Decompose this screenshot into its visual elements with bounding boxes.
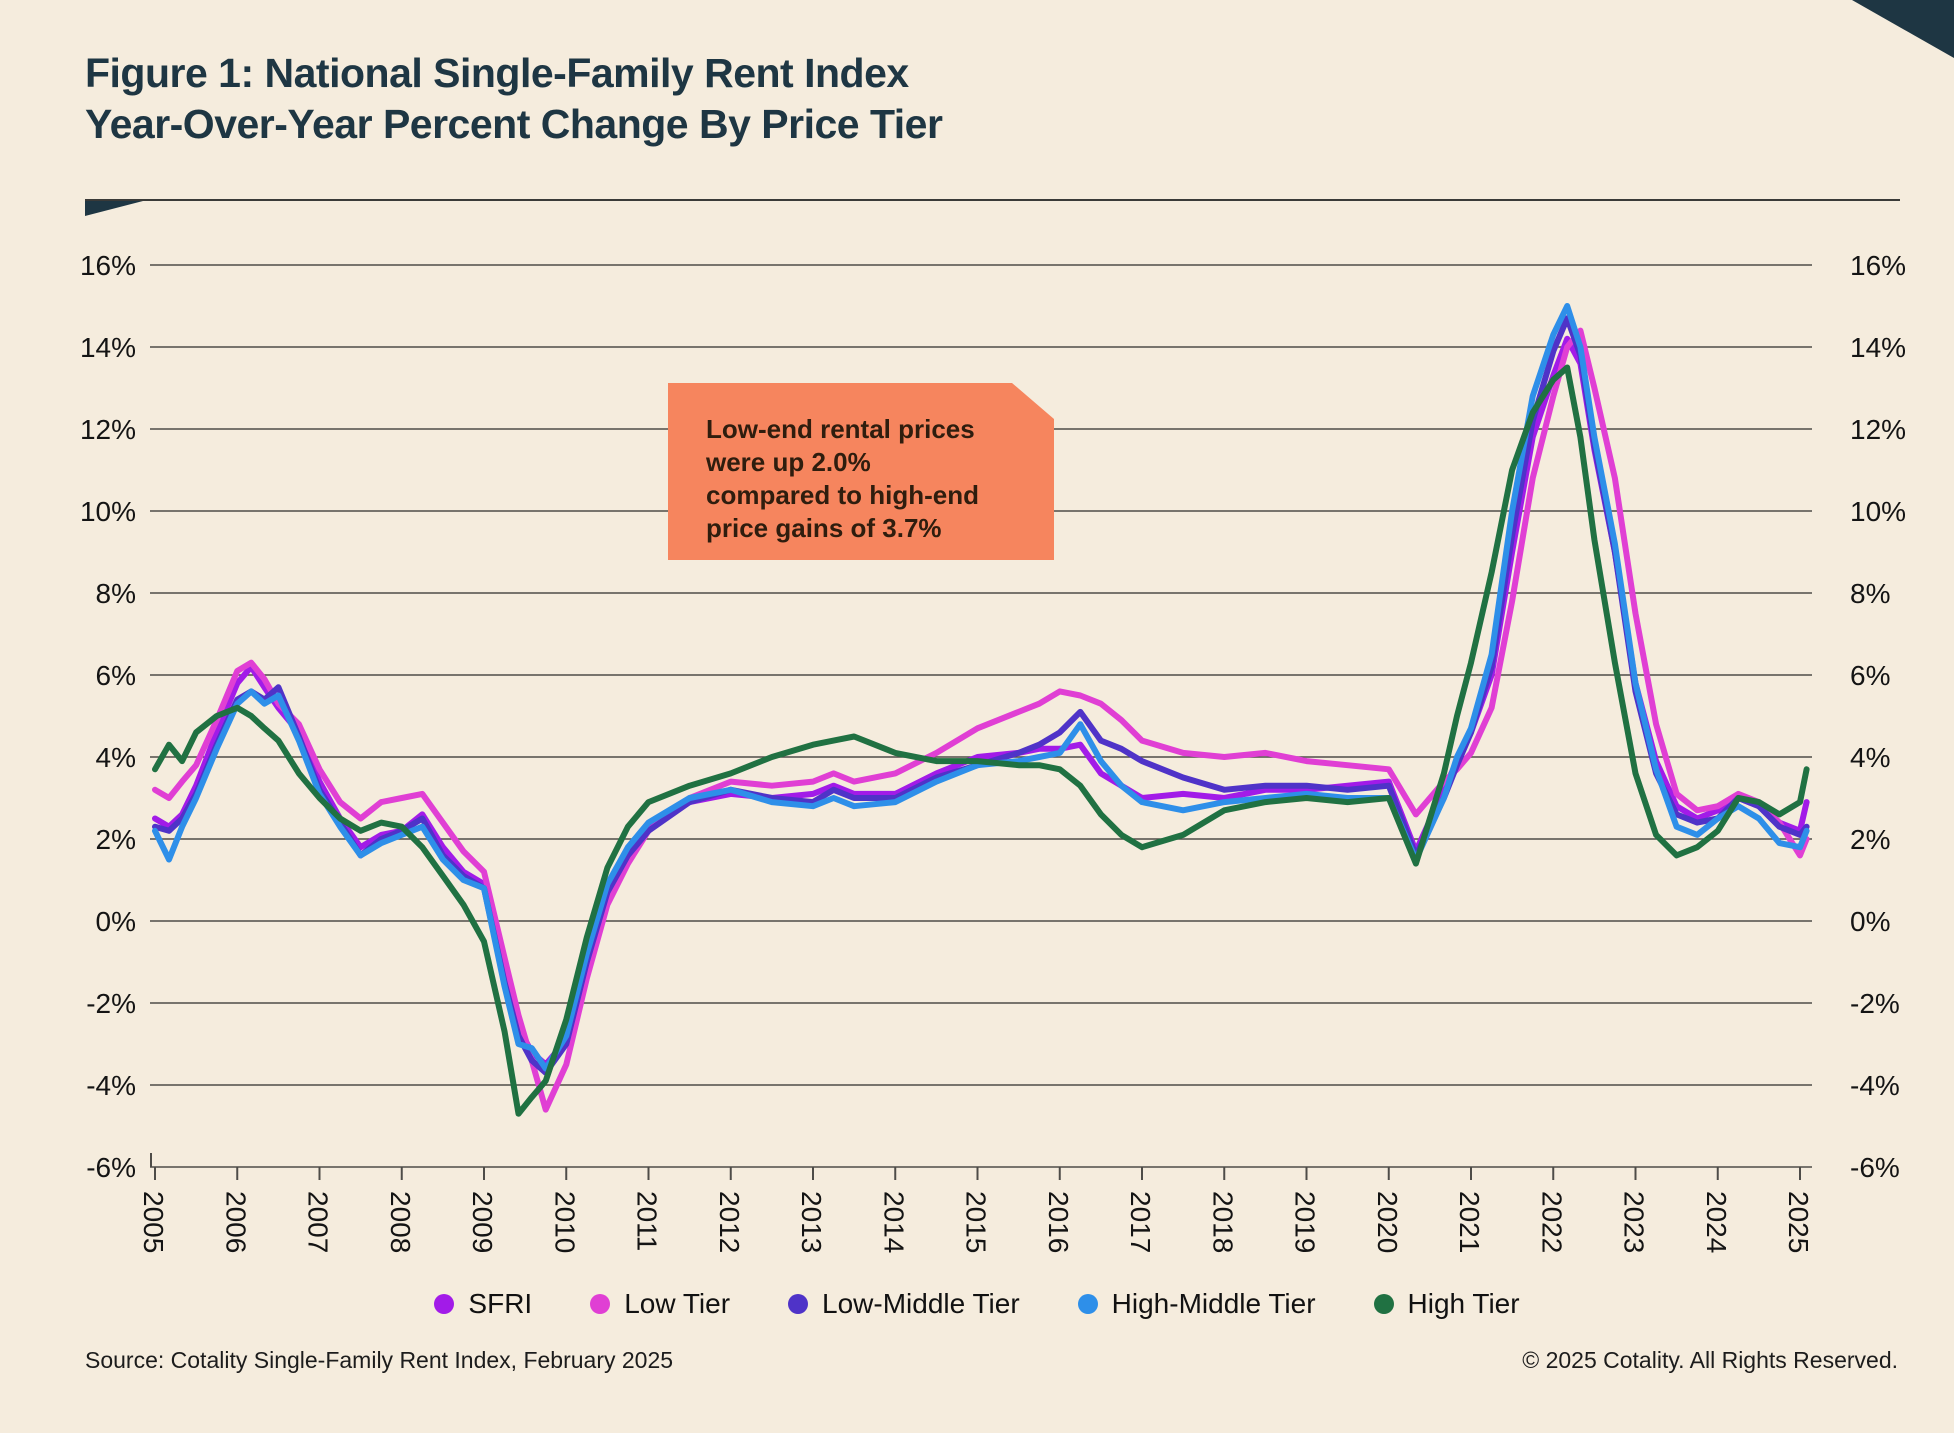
y-axis-label-right: 6% xyxy=(1850,660,1890,691)
y-axis-label-right: -6% xyxy=(1850,1152,1900,1183)
y-axis-label-right: -2% xyxy=(1850,988,1900,1019)
y-axis-label-right: 10% xyxy=(1850,496,1906,527)
series-line-high-middle-tier xyxy=(152,303,1810,1072)
legend-label: High Tier xyxy=(1407,1288,1520,1319)
x-axis-year-label: 2021 xyxy=(1454,1191,1485,1253)
legend-swatch-icon xyxy=(434,1294,455,1314)
y-axis-label-left: 0% xyxy=(96,906,136,937)
y-axis-label-right: 0% xyxy=(1850,906,1890,937)
x-axis-year-label: 2014 xyxy=(878,1191,909,1253)
callout-line: compared to high-end xyxy=(706,480,979,510)
callout-line: price gains of 3.7% xyxy=(706,513,942,543)
x-axis-year-label: 2005 xyxy=(138,1191,169,1253)
x-axis-year-label: 2022 xyxy=(1536,1191,1567,1253)
x-axis-year-label: 2007 xyxy=(303,1191,334,1253)
x-axis-year-label: 2015 xyxy=(961,1191,992,1253)
y-axis-label-right: 8% xyxy=(1850,578,1890,609)
legend-item-high-tier: High Tier xyxy=(1373,1288,1520,1320)
y-axis-label-left: 10% xyxy=(80,496,136,527)
figure-title-line1: Figure 1: National Single-Family Rent In… xyxy=(85,50,909,96)
x-axis-year-label: 2020 xyxy=(1372,1191,1403,1253)
y-axis-label-right: 14% xyxy=(1850,332,1906,363)
y-axis-label-left: 16% xyxy=(80,250,136,281)
x-axis-year-label: 2024 xyxy=(1701,1191,1732,1253)
x-axis-year-label: 2025 xyxy=(1783,1191,1814,1253)
y-axis-label-right: 2% xyxy=(1850,824,1890,855)
series-line-high-tier xyxy=(152,364,1810,1117)
y-axis-label-right: -4% xyxy=(1850,1070,1900,1101)
y-axis-label-right: 12% xyxy=(1850,414,1906,445)
annotation-callout: Low-end rental prices were up 2.0% compa… xyxy=(668,383,1054,560)
y-axis-label-left: -6% xyxy=(86,1152,136,1183)
x-axis-year-label: 2006 xyxy=(220,1191,251,1253)
y-axis-label-right: 16% xyxy=(1850,250,1906,281)
callout-line: were up 2.0% xyxy=(706,447,871,477)
legend-label: Low Tier xyxy=(624,1288,731,1319)
legend-item-low-middle-tier: Low-Middle Tier xyxy=(788,1288,1020,1320)
x-axis-year-label: 2023 xyxy=(1619,1191,1650,1253)
legend-label: Low-Middle Tier xyxy=(822,1288,1020,1319)
y-axis-label-left: 8% xyxy=(96,578,136,609)
callout-line: Low-end rental prices xyxy=(706,414,975,444)
x-axis-year-label: 2017 xyxy=(1125,1191,1156,1253)
legend-swatch-icon xyxy=(1077,1294,1098,1314)
figure-title: Figure 1: National Single-Family Rent In… xyxy=(85,48,943,150)
y-axis-label-left: 4% xyxy=(96,742,136,773)
legend-swatch-icon xyxy=(1373,1294,1394,1314)
source-note: Source: Cotality Single-Family Rent Inde… xyxy=(85,1347,674,1373)
title-divider-rule xyxy=(85,199,1900,201)
legend-label: High-Middle Tier xyxy=(1111,1288,1316,1319)
legend-item-sfri: SFRI xyxy=(434,1288,532,1320)
legend-label: SFRI xyxy=(468,1288,533,1319)
y-axis-label-left: -2% xyxy=(86,988,136,1019)
legend-swatch-icon xyxy=(788,1294,809,1314)
x-axis-year-label: 2008 xyxy=(385,1191,416,1253)
figure-title-line2: Year-Over-Year Percent Change By Price T… xyxy=(85,101,943,147)
legend-item-high-middle-tier: High-Middle Tier xyxy=(1077,1288,1316,1320)
x-axis-year-label: 2011 xyxy=(632,1191,663,1251)
copyright-note: © 2025 Cotality. All Rights Reserved. xyxy=(1522,1347,1898,1373)
x-axis-year-label: 2016 xyxy=(1043,1191,1074,1253)
x-axis-year-label: 2012 xyxy=(714,1191,745,1253)
x-axis-year-label: 2019 xyxy=(1290,1191,1321,1253)
x-axis-year-label: 2013 xyxy=(796,1191,827,1253)
x-axis-year-label: 2009 xyxy=(467,1191,498,1253)
x-axis-year-label: 2018 xyxy=(1207,1191,1238,1253)
y-axis-label-left: 14% xyxy=(80,332,136,363)
series-line-low-tier xyxy=(152,327,1810,1113)
y-axis-label-left: 12% xyxy=(80,414,136,445)
x-axis-year-label: 2010 xyxy=(549,1191,580,1253)
y-axis-label-right: 4% xyxy=(1850,742,1890,773)
legend-item-low-tier: Low Tier xyxy=(590,1288,730,1320)
legend-swatch-icon xyxy=(590,1294,611,1314)
y-axis-label-left: 6% xyxy=(96,660,136,691)
y-axis-label-left: 2% xyxy=(96,824,136,855)
y-axis-label-left: -4% xyxy=(86,1070,136,1101)
chart-legend: SFRI Low Tier Low-Middle Tier High-Middle T… xyxy=(0,1288,1954,1320)
